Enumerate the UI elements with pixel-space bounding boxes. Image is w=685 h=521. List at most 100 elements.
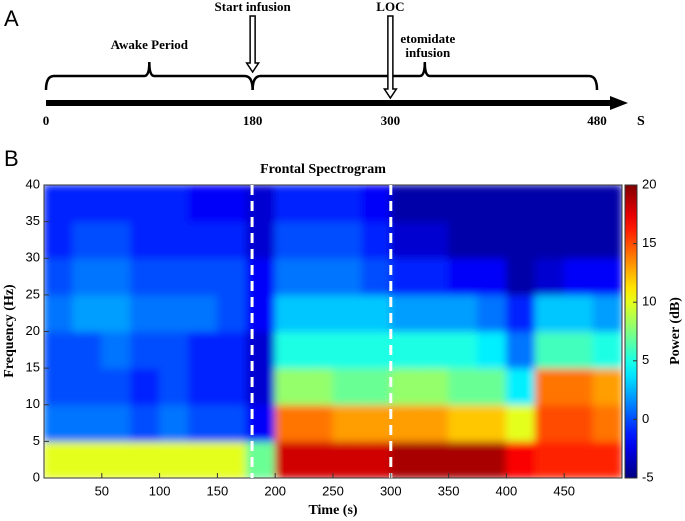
period-brace bbox=[44, 61, 254, 91]
x-tick-label: 300 bbox=[380, 483, 402, 498]
heat-cell bbox=[303, 404, 334, 442]
heat-cell bbox=[534, 185, 565, 223]
heat-cell bbox=[419, 185, 450, 223]
tick-label: 480 bbox=[587, 113, 607, 128]
heat-cell bbox=[130, 294, 161, 332]
heat-cell bbox=[101, 294, 132, 332]
colorbar-tick-label: -5 bbox=[642, 469, 654, 484]
heat-cell bbox=[332, 331, 363, 369]
heat-cell bbox=[419, 367, 450, 406]
heat-cell bbox=[303, 331, 334, 369]
heat-cell bbox=[592, 404, 622, 442]
heat-cell bbox=[216, 440, 247, 478]
heat-cell bbox=[44, 257, 74, 296]
heat-cell bbox=[563, 367, 594, 406]
heat-cell bbox=[592, 294, 622, 332]
period-label: etomidate bbox=[400, 31, 455, 46]
heat-cell bbox=[390, 294, 421, 332]
heat-cell bbox=[72, 367, 103, 406]
heat-cell bbox=[303, 440, 334, 478]
heat-cell bbox=[101, 221, 132, 259]
panel-label: B bbox=[4, 146, 19, 171]
x-tick-label: 450 bbox=[553, 483, 575, 498]
heat-cell bbox=[130, 331, 161, 369]
heat-cell bbox=[448, 404, 478, 442]
heat-cell bbox=[188, 367, 218, 406]
heat-cell bbox=[101, 331, 132, 369]
heat-cell bbox=[72, 257, 103, 296]
heat-cell bbox=[361, 367, 392, 406]
heat-cell bbox=[44, 440, 74, 478]
heat-cell bbox=[448, 367, 478, 406]
heat-cell bbox=[563, 294, 594, 332]
x-tick-label: 100 bbox=[149, 483, 171, 498]
heat-cell bbox=[303, 221, 334, 259]
heat-cell bbox=[505, 294, 536, 332]
colorbar-tick-label: 0 bbox=[642, 411, 649, 426]
heat-cell bbox=[245, 440, 276, 478]
heat-cell bbox=[448, 257, 478, 296]
y-tick-label: 10 bbox=[26, 396, 40, 411]
heat-cell bbox=[72, 185, 103, 223]
heat-cell bbox=[159, 185, 189, 223]
heat-cell bbox=[563, 331, 594, 369]
heat-cell bbox=[477, 404, 507, 442]
x-tick-label: 200 bbox=[264, 483, 286, 498]
heat-cell bbox=[130, 257, 161, 296]
event-label: LOC bbox=[376, 0, 404, 14]
heat-cell bbox=[332, 294, 363, 332]
x-tick-label: 50 bbox=[95, 483, 109, 498]
heat-cell bbox=[216, 404, 247, 442]
heat-cell bbox=[274, 331, 305, 369]
heat-cell bbox=[216, 221, 247, 259]
heat-cell bbox=[332, 257, 363, 296]
heat-cell bbox=[448, 331, 478, 369]
heat-cell bbox=[419, 294, 450, 332]
heat-cell bbox=[361, 185, 392, 223]
heat-cell bbox=[592, 331, 622, 369]
x-tick-label: 150 bbox=[207, 483, 229, 498]
heat-cell bbox=[361, 294, 392, 332]
heat-cell bbox=[130, 367, 161, 406]
heat-cell bbox=[563, 440, 594, 478]
heat-cell bbox=[101, 367, 132, 406]
heat-cell bbox=[505, 185, 536, 223]
period-brace bbox=[251, 61, 599, 91]
heat-cell bbox=[274, 367, 305, 406]
colorbar-tick-label: 15 bbox=[642, 235, 656, 250]
heat-cell bbox=[390, 367, 421, 406]
colorbar-tick-label: 10 bbox=[642, 294, 656, 309]
heat-cell bbox=[188, 221, 218, 259]
heat-cell bbox=[592, 185, 622, 223]
x-axis-label: Time (s) bbox=[308, 503, 357, 518]
panel-label: A bbox=[4, 6, 19, 31]
event-arrow bbox=[245, 15, 261, 74]
heat-cell bbox=[245, 257, 276, 296]
heat-cell bbox=[245, 367, 276, 406]
unit-label: S bbox=[637, 114, 645, 129]
heat-cell bbox=[188, 257, 218, 296]
heat-cell bbox=[159, 257, 189, 296]
heat-cell bbox=[188, 404, 218, 442]
heat-cell bbox=[72, 404, 103, 442]
heat-cell bbox=[534, 404, 565, 442]
heat-cell bbox=[274, 404, 305, 442]
colorbar-tick-label: 5 bbox=[642, 352, 649, 367]
heat-cell bbox=[592, 257, 622, 296]
heat-cell bbox=[101, 257, 132, 296]
heat-cell bbox=[274, 440, 305, 478]
x-tick-label: 350 bbox=[438, 483, 460, 498]
heat-cell bbox=[245, 221, 276, 259]
heat-cell bbox=[419, 331, 450, 369]
heat-cell bbox=[44, 331, 74, 369]
y-tick-label: 40 bbox=[26, 176, 40, 191]
heat-cell bbox=[159, 367, 189, 406]
heat-cell bbox=[245, 294, 276, 332]
heat-cell bbox=[448, 440, 478, 478]
period-label: Awake Period bbox=[111, 37, 189, 52]
heat-cell bbox=[130, 185, 161, 223]
heat-cell bbox=[505, 404, 536, 442]
heat-cell bbox=[188, 294, 218, 332]
heat-cell bbox=[448, 294, 478, 332]
